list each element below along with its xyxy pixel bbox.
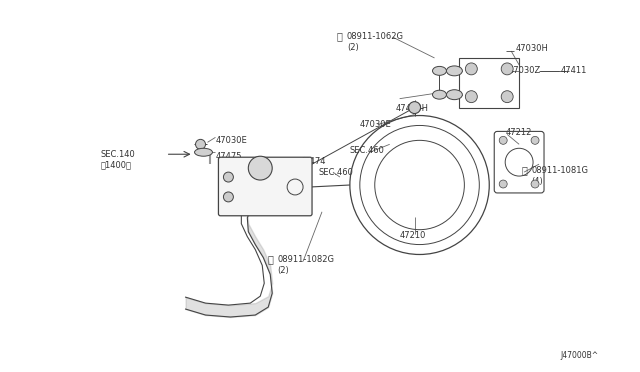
- Ellipse shape: [447, 66, 462, 76]
- Text: (2): (2): [277, 266, 289, 275]
- Circle shape: [499, 137, 507, 144]
- Circle shape: [501, 91, 513, 103]
- Text: 08911-1082G: 08911-1082G: [277, 255, 334, 264]
- Text: Ⓝ: Ⓝ: [268, 254, 273, 264]
- Text: 47212: 47212: [505, 128, 532, 137]
- Circle shape: [531, 180, 539, 188]
- Text: 1400、: 1400、: [101, 161, 132, 170]
- Circle shape: [196, 140, 205, 149]
- Ellipse shape: [447, 90, 462, 100]
- Text: 47030Z: 47030Z: [508, 66, 540, 76]
- Text: 47030H: 47030H: [515, 44, 548, 52]
- Circle shape: [465, 91, 477, 103]
- Circle shape: [408, 102, 420, 113]
- Text: Ⓝ: Ⓝ: [521, 165, 527, 175]
- Text: SEC.460: SEC.460: [350, 146, 385, 155]
- Circle shape: [465, 63, 477, 75]
- Circle shape: [223, 192, 234, 202]
- FancyBboxPatch shape: [218, 157, 312, 216]
- Text: 47474: 47474: [300, 157, 326, 166]
- Circle shape: [223, 172, 234, 182]
- Circle shape: [248, 156, 272, 180]
- Circle shape: [531, 137, 539, 144]
- Ellipse shape: [433, 90, 447, 99]
- Text: J47000B^: J47000B^: [561, 351, 599, 360]
- Text: 47411: 47411: [561, 66, 588, 76]
- Text: 47475: 47475: [216, 152, 242, 161]
- Ellipse shape: [195, 148, 212, 156]
- Text: (2): (2): [347, 42, 358, 52]
- Text: 47030E: 47030E: [216, 136, 247, 145]
- Ellipse shape: [433, 66, 447, 76]
- Circle shape: [499, 180, 507, 188]
- Text: 47030E: 47030E: [360, 120, 392, 129]
- Text: (4): (4): [531, 177, 543, 186]
- Text: 08911-1081G: 08911-1081G: [531, 166, 588, 174]
- Text: SEC.460: SEC.460: [318, 168, 353, 177]
- Text: SEC.140: SEC.140: [101, 150, 136, 159]
- Text: 47210: 47210: [399, 231, 426, 240]
- Text: 08911-1062G: 08911-1062G: [347, 32, 404, 41]
- Text: 47433H: 47433H: [396, 104, 429, 113]
- Text: Ⓝ: Ⓝ: [337, 31, 343, 41]
- Circle shape: [501, 63, 513, 75]
